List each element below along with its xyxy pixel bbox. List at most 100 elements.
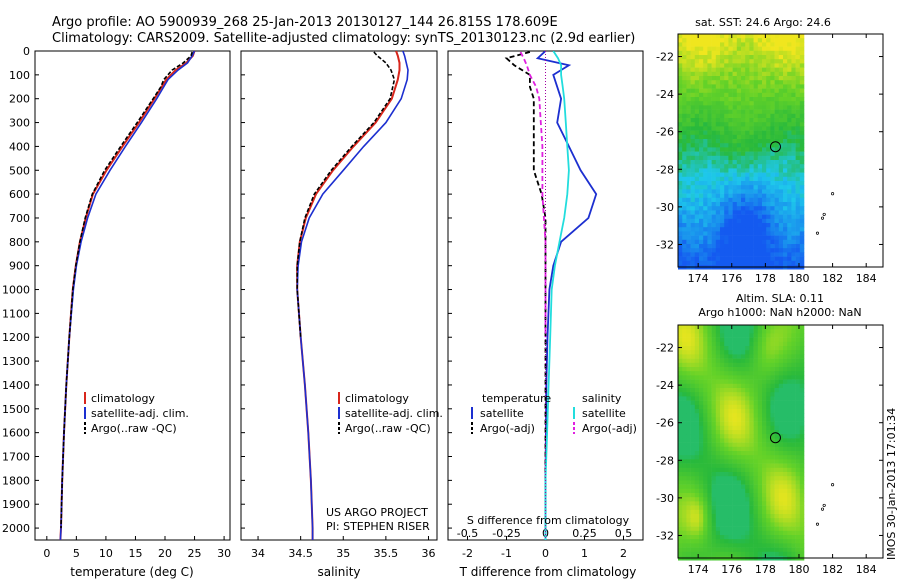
map-cell (715, 202, 721, 207)
map-cell (778, 459, 784, 464)
map-cell (778, 139, 784, 144)
map-cell (732, 446, 738, 452)
map-cell (707, 463, 712, 469)
map-cell (707, 34, 712, 39)
map-cell (745, 472, 750, 477)
map-cell (720, 155, 725, 161)
map-cell (778, 185, 784, 190)
map-cell (770, 337, 775, 343)
map-cell (774, 329, 780, 334)
map-cell (795, 451, 801, 456)
map-cell (799, 109, 805, 115)
map-cell (678, 325, 683, 330)
map-cell (728, 530, 733, 536)
map-cell (694, 455, 700, 460)
map-cell (720, 252, 725, 257)
map-cell (778, 42, 784, 47)
map-cell (774, 210, 780, 215)
map-cell (736, 358, 742, 364)
map-cell (766, 92, 771, 98)
map-cell (795, 176, 801, 182)
map-cell (707, 467, 712, 473)
map-cell (753, 63, 759, 68)
map-cell (795, 379, 801, 385)
map-cell (778, 59, 784, 64)
map-cell (703, 526, 708, 532)
map-cell (736, 480, 742, 485)
map-cell (791, 404, 796, 410)
map-cell (686, 88, 691, 94)
map-cell (787, 260, 792, 266)
map-cell (703, 388, 708, 393)
map-cell (724, 248, 729, 253)
map-cell (753, 210, 759, 215)
map-cell (795, 206, 801, 211)
map-cell (678, 34, 683, 39)
map-cell (678, 535, 683, 540)
map-cell (770, 467, 775, 473)
map-cell (682, 430, 687, 435)
map-cell (682, 55, 687, 60)
map-cell (699, 329, 704, 334)
map-cell (770, 325, 775, 330)
map-cell (703, 80, 708, 85)
map-cell (770, 151, 775, 157)
map-cell (762, 539, 767, 544)
map-cell (766, 231, 771, 236)
map-cell (766, 235, 771, 241)
map-cell (745, 442, 750, 448)
map-cell (745, 34, 750, 39)
map-cell (783, 346, 788, 351)
map-cell (799, 248, 805, 253)
map-cell (770, 172, 775, 178)
map-cell (703, 101, 708, 106)
map-cell (757, 488, 763, 494)
map-cell (787, 472, 792, 477)
map-cell (703, 371, 708, 376)
map-cell (770, 185, 775, 190)
map-cell (732, 451, 738, 456)
map-cell (745, 105, 750, 110)
map-cell (694, 59, 700, 64)
map-cell (707, 362, 712, 368)
map-cell (699, 539, 704, 544)
map-cell (682, 446, 687, 452)
map-cell (741, 172, 746, 178)
map-cell (745, 333, 750, 338)
map-cell (682, 185, 687, 190)
map-cell (745, 210, 750, 215)
map-cell (711, 493, 717, 498)
map-cell (711, 535, 717, 540)
map-cell (795, 210, 801, 215)
map-cell (757, 392, 763, 397)
map-cell (741, 189, 746, 194)
map-cell (678, 50, 683, 56)
map-cell (678, 105, 683, 110)
map-cell (703, 185, 708, 190)
map-cell (694, 42, 700, 47)
map-cell (799, 325, 805, 330)
map-cell (711, 223, 717, 228)
map-cell (736, 197, 742, 203)
map-cell (703, 438, 708, 443)
map-cell (745, 260, 750, 266)
map-cell (791, 122, 796, 127)
map-cell (690, 396, 696, 401)
map-cell (783, 235, 788, 241)
map-cell (715, 59, 721, 64)
map-cell (682, 71, 687, 77)
map-cell (703, 417, 708, 422)
map-cell (699, 122, 704, 127)
map-cell (686, 362, 691, 368)
map-cell (690, 164, 696, 169)
map-cell (699, 404, 704, 410)
map-cell (724, 193, 729, 199)
map-cell (783, 383, 788, 389)
map-cell (778, 164, 784, 169)
map-cell (728, 329, 733, 334)
map-cell (749, 463, 754, 469)
map-cell (753, 371, 759, 376)
map-cell (711, 55, 717, 60)
map-cell (783, 480, 788, 485)
map-cell (728, 333, 733, 338)
